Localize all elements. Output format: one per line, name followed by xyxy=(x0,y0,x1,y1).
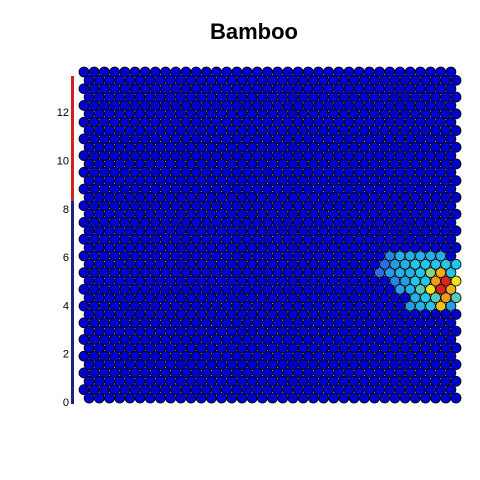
chart-title: Bamboo xyxy=(210,19,298,44)
hex-cell xyxy=(272,66,284,78)
hex-cell xyxy=(343,66,355,78)
hex-cell xyxy=(450,392,462,404)
hex-cell xyxy=(200,66,212,78)
hex-cell xyxy=(445,317,457,329)
hex-cell xyxy=(435,66,447,78)
hex-cell xyxy=(425,66,436,78)
hex-cell xyxy=(323,66,335,78)
hex-cell xyxy=(445,250,457,262)
hex-cell xyxy=(119,66,131,78)
hex-cell xyxy=(450,375,462,387)
hex-cell xyxy=(241,66,253,78)
hex-cell xyxy=(445,350,457,362)
hex-cell xyxy=(262,66,273,78)
hex-cell xyxy=(160,66,171,78)
hex-cell xyxy=(445,267,457,279)
hex-cell xyxy=(450,158,462,170)
hex-cell xyxy=(302,66,314,78)
hex-cell xyxy=(445,384,457,396)
hex-cell xyxy=(129,66,141,78)
hex-cell xyxy=(445,233,457,245)
hex-cell xyxy=(445,334,457,345)
hex-cell xyxy=(313,66,324,78)
hex-cell xyxy=(445,166,457,178)
hex-cell xyxy=(282,66,294,78)
y-tick-label: 0 xyxy=(63,397,69,409)
hex-cell xyxy=(450,125,462,136)
hex-cell xyxy=(450,141,462,153)
hex-cells xyxy=(78,66,462,404)
hex-cell xyxy=(404,66,416,78)
hex-cell xyxy=(139,66,151,78)
hex-cell xyxy=(450,309,462,320)
hex-cell xyxy=(450,292,462,304)
hex-cell xyxy=(221,66,233,78)
hex-cell xyxy=(98,66,110,78)
hex-cell xyxy=(445,300,457,312)
hex-cell xyxy=(149,66,161,78)
hex-cell xyxy=(445,183,457,195)
color-scale-segment-low xyxy=(71,200,74,404)
y-tick-label: 12 xyxy=(57,107,69,119)
hex-cell xyxy=(445,133,457,145)
hex-cell xyxy=(445,83,457,95)
hex-cell xyxy=(450,225,462,237)
color-scale-bar xyxy=(71,76,74,404)
hex-cell xyxy=(450,325,462,337)
color-scale-segment-high xyxy=(71,76,74,201)
hex-cell xyxy=(445,150,457,161)
hex-cell xyxy=(450,191,462,203)
y-tick-label: 2 xyxy=(63,349,69,361)
hex-cell xyxy=(450,208,462,220)
y-tick-label: 4 xyxy=(63,300,69,312)
hex-cell xyxy=(450,258,462,270)
hex-cell xyxy=(211,66,222,78)
hex-cell xyxy=(384,66,396,78)
y-tick-label: 8 xyxy=(63,204,69,216)
hex-cell xyxy=(445,200,457,212)
hex-cell xyxy=(445,217,457,228)
hex-cell xyxy=(450,175,462,187)
y-tick-label: 6 xyxy=(63,252,69,264)
hex-cell xyxy=(394,66,406,78)
hex-cell xyxy=(445,283,457,295)
hex-cell xyxy=(450,342,462,354)
hex-cell xyxy=(363,66,375,78)
hex-cell xyxy=(450,74,462,86)
hex-cell xyxy=(190,66,202,78)
hex-cell xyxy=(445,367,457,379)
y-tick-label: 10 xyxy=(57,156,69,168)
hex-cell xyxy=(109,66,120,78)
hex-cell xyxy=(445,100,457,111)
hex-cell xyxy=(170,66,182,78)
hex-cell xyxy=(78,66,90,78)
hex-cell xyxy=(445,66,457,78)
hex-cell xyxy=(88,66,100,78)
hex-cell xyxy=(450,91,462,103)
hex-cell xyxy=(414,66,426,78)
hex-cell xyxy=(450,359,462,370)
hex-cell xyxy=(353,66,365,78)
hex-cell xyxy=(251,66,263,78)
hex-cell xyxy=(450,242,462,253)
y-axis: 0 2 4 6 8 10 12 xyxy=(57,107,69,409)
hex-cell xyxy=(450,275,462,287)
hex-cell xyxy=(292,66,304,78)
hex-cell xyxy=(374,66,385,78)
hex-cell xyxy=(333,66,345,78)
hex-cell xyxy=(445,116,457,128)
hex-cell xyxy=(180,66,192,78)
hex-cell xyxy=(231,66,243,78)
hex-cell xyxy=(450,108,462,120)
